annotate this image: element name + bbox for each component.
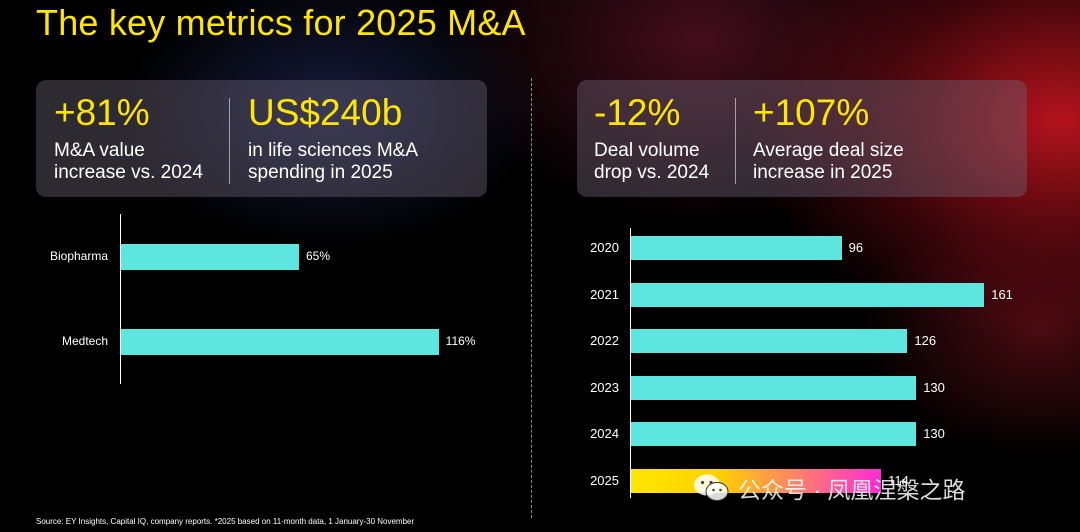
category-label: 2023 <box>590 379 619 395</box>
category-label: 2022 <box>590 333 619 348</box>
value-label: 65% <box>306 249 331 263</box>
kpi-description: M&A value increase vs. 2024 <box>54 140 203 184</box>
category-label: 2025 <box>590 472 619 488</box>
chart-axis-line <box>630 228 631 498</box>
kpi-desc-line: Deal volume <box>594 140 700 161</box>
bar-2020 <box>631 236 842 260</box>
bar-2021 <box>631 282 985 307</box>
value-label: 130 <box>923 426 945 441</box>
kpi-desc-line: increase vs. 2024 <box>54 162 203 183</box>
value-label: 126 <box>914 333 937 348</box>
bar-2024 <box>631 422 917 446</box>
wechat-icon <box>694 474 729 501</box>
watermark: 公众号 · 凤凰涅槃之路 <box>692 470 965 506</box>
kpi-separator <box>229 98 230 184</box>
value-label: 114 <box>888 472 909 488</box>
kpi-desc-line: increase in 2025 <box>753 162 893 183</box>
bar-biopharma <box>121 244 299 270</box>
kpi-desc-line: Average deal size <box>753 140 904 161</box>
kpi-value: +107% <box>753 92 870 133</box>
category-label: 2021 <box>590 286 619 302</box>
watermark-text: 公众号 · 凤凰涅槃之路 <box>738 477 966 503</box>
bar-2023 <box>631 375 917 400</box>
category-label: 2024 <box>590 426 619 441</box>
kpi-value: +81% <box>54 92 150 133</box>
value-label: 116% <box>445 334 476 348</box>
kpi-deal-volume: -12% Deal volume drop vs. 2024 <box>594 92 709 184</box>
kpi-value: US$240b <box>248 92 403 133</box>
section-divider <box>531 78 532 518</box>
kpi-separator <box>735 98 736 184</box>
kpi-description: Average deal size increase in 2025 <box>753 140 904 184</box>
kpi-panel-right: -12% Deal volume drop vs. 2024 +107% Ave… <box>577 80 1027 197</box>
kpi-description: Deal volume drop vs. 2024 <box>594 140 709 184</box>
bar-2022 <box>631 329 908 353</box>
kpi-desc-line: drop vs. 2024 <box>594 162 710 183</box>
kpi-desc-line: in life sciences M&A <box>248 140 419 161</box>
kpi-value: -12% <box>594 92 681 133</box>
bar-medtech <box>121 329 439 355</box>
kpi-mna-value: +81% M&A value increase vs. 2024 <box>54 92 203 184</box>
kpi-panel-left: +81% M&A value increase vs. 2024 US$240b… <box>36 80 487 197</box>
chart-axis-line <box>120 214 121 384</box>
category-label: 2020 <box>590 240 619 255</box>
source-note: Source: EY Insights, Capital IQ, company… <box>36 517 415 526</box>
value-label: 130 <box>923 379 945 395</box>
kpi-desc-line: M&A value <box>54 140 145 161</box>
kpi-spending: US$240b in life sciences M&A spending in… <box>248 92 418 184</box>
value-label: 96 <box>848 240 864 255</box>
page-title: The key metrics for 2025 M&A <box>36 2 526 43</box>
category-label: Biopharma <box>49 249 108 263</box>
category-label: Medtech <box>61 334 108 348</box>
kpi-deal-size: +107% Average deal size increase in 2025 <box>753 92 904 184</box>
bar-2025 <box>631 468 882 493</box>
kpi-desc-line: spending in 2025 <box>248 162 393 183</box>
kpi-description: in life sciences M&A spending in 2025 <box>248 140 418 184</box>
value-label: 161 <box>991 286 1013 302</box>
